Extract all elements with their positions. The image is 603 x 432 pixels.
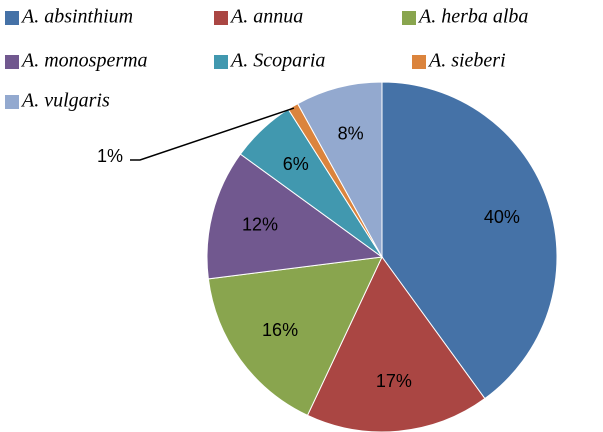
legend-swatch <box>5 11 19 25</box>
legend-label: A. vulgaris <box>20 90 110 112</box>
pie-slice <box>206 153 384 280</box>
data-label: 1% <box>97 146 123 166</box>
legend-swatch <box>402 11 416 25</box>
legend-swatch <box>214 55 228 69</box>
legend-swatch <box>412 55 426 69</box>
pie-slice <box>306 256 486 432</box>
pie-slice <box>207 256 383 417</box>
legend-label: A. monosperma <box>20 50 148 72</box>
legend-swatch <box>214 11 228 25</box>
pie-slice <box>381 81 558 400</box>
data-label: 17% <box>376 371 412 391</box>
legend-label: A. Scoparia <box>229 50 325 72</box>
legend-label: A. sieberi <box>427 50 506 72</box>
data-label: 8% <box>338 124 364 144</box>
legend-swatch <box>5 55 19 69</box>
legend-swatch <box>5 95 19 109</box>
leader-line <box>130 107 295 161</box>
data-label: 6% <box>283 154 309 174</box>
legend-label: A. herba alba <box>417 6 528 28</box>
data-label: 12% <box>242 214 278 234</box>
legend-label: A. annua <box>229 6 303 28</box>
pie-slice <box>297 81 383 258</box>
data-label: 16% <box>262 320 298 340</box>
data-label: 40% <box>484 207 520 227</box>
legend-label: A. absinthium <box>20 6 133 28</box>
